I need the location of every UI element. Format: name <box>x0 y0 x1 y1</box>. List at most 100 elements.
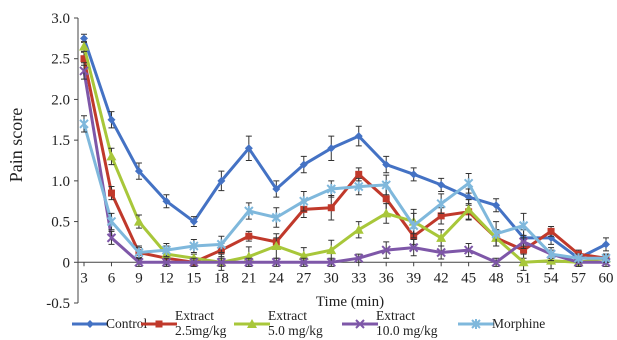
data-point <box>299 160 308 169</box>
data-point <box>408 242 419 253</box>
data-point <box>436 232 447 242</box>
data-point <box>107 115 116 124</box>
series-line <box>82 46 607 264</box>
data-point <box>134 257 144 267</box>
data-point <box>161 245 172 256</box>
data-point <box>216 257 227 267</box>
data-point <box>492 201 501 210</box>
x-axis-label: Time (min) <box>316 294 384 310</box>
data-point <box>189 241 199 251</box>
data-point <box>245 232 253 240</box>
data-point <box>134 167 143 176</box>
data-point <box>463 178 474 189</box>
data-point <box>518 220 529 231</box>
y-ticks: 3.0 2.5 2.0 1.5 1.0 0.5 0 -0.5 <box>46 11 78 312</box>
data-point <box>381 179 391 190</box>
data-point <box>354 253 364 263</box>
x-tick-label: 51 <box>516 270 531 286</box>
data-point <box>244 257 254 267</box>
legend-swatch-marker <box>86 320 94 328</box>
series-line <box>82 123 606 260</box>
x-tick-label: 39 <box>406 270 421 286</box>
data-point <box>518 257 529 267</box>
data-point <box>437 212 445 220</box>
x-tick-label: 27 <box>296 270 312 286</box>
y-tick-label: 0.5 <box>51 215 70 231</box>
y-tick-label: -0.5 <box>46 296 70 312</box>
data-point <box>354 181 364 192</box>
legend-label: 5.0 mg/kg <box>268 323 323 338</box>
series-4 <box>79 115 611 264</box>
data-point <box>327 144 336 153</box>
legend-label: Morphine <box>492 316 545 331</box>
series-3 <box>79 62 611 267</box>
data-point <box>80 55 88 63</box>
data-point <box>354 132 363 141</box>
series-0 <box>80 33 610 263</box>
y-tick-label: 2.5 <box>51 52 70 68</box>
x-ticks: 3 6 9 12 15 18 21 24 27 30 33 36 39 42 45 48 51 54 57 60 <box>80 262 614 286</box>
x-tick-label: 3 <box>80 270 88 286</box>
data-point <box>271 241 282 250</box>
data-point <box>79 66 89 76</box>
x-tick-label: 60 <box>599 270 614 286</box>
data-point <box>134 247 144 258</box>
y-tick-label: 2.0 <box>51 92 70 108</box>
data-point <box>353 224 364 234</box>
x-tick-label: 21 <box>241 270 256 286</box>
legend-label: Extract <box>175 308 214 323</box>
data-point <box>409 170 418 179</box>
data-point <box>106 233 117 243</box>
data-point <box>601 253 611 264</box>
legend-item-4: Morphine <box>458 316 545 331</box>
data-point <box>463 204 474 214</box>
x-tick-label: 36 <box>379 270 395 286</box>
legend-item-0: Control <box>72 316 148 331</box>
x-tick-label: 18 <box>214 270 229 286</box>
x-tick-label: 6 <box>108 270 116 286</box>
data-point <box>436 247 446 258</box>
legend-swatch-marker <box>247 319 257 328</box>
y-tick-label: 1.5 <box>51 133 70 149</box>
x-tick-label: 54 <box>544 270 560 286</box>
data-point <box>271 212 282 223</box>
data-point <box>299 257 309 267</box>
data-point <box>133 216 144 226</box>
data-point <box>491 228 501 239</box>
x-tick-label: 48 <box>489 270 504 286</box>
data-point <box>381 208 392 218</box>
data-point <box>355 170 363 178</box>
data-point <box>106 216 117 227</box>
y-tick-label: 0 <box>63 255 71 271</box>
y-axis-label: Pain score <box>6 108 26 182</box>
data-point <box>408 220 419 231</box>
data-point <box>382 195 390 203</box>
data-point <box>244 205 254 216</box>
y-tick-label: 3.0 <box>51 11 70 27</box>
data-point <box>463 245 474 255</box>
data-point <box>271 257 282 267</box>
data-point <box>79 41 89 51</box>
data-point <box>162 197 171 206</box>
data-point <box>547 227 555 235</box>
legend-swatch-marker <box>471 319 481 329</box>
data-point <box>299 196 309 207</box>
data-point <box>80 34 88 43</box>
data-point <box>107 189 115 197</box>
plot-area <box>79 33 611 271</box>
data-point <box>326 184 336 194</box>
legend-label: 2.5mg/kg <box>175 323 227 338</box>
x-tick-label: 57 <box>571 270 587 286</box>
data-point <box>189 257 199 267</box>
data-point <box>520 246 528 254</box>
x-tick-label: 12 <box>159 270 174 286</box>
data-point <box>437 180 446 189</box>
data-point <box>298 250 309 260</box>
data-point <box>216 239 227 250</box>
x-tick-label: 15 <box>186 270 201 286</box>
x-tick-label: 33 <box>351 270 366 286</box>
legend-swatch-marker <box>355 319 365 329</box>
